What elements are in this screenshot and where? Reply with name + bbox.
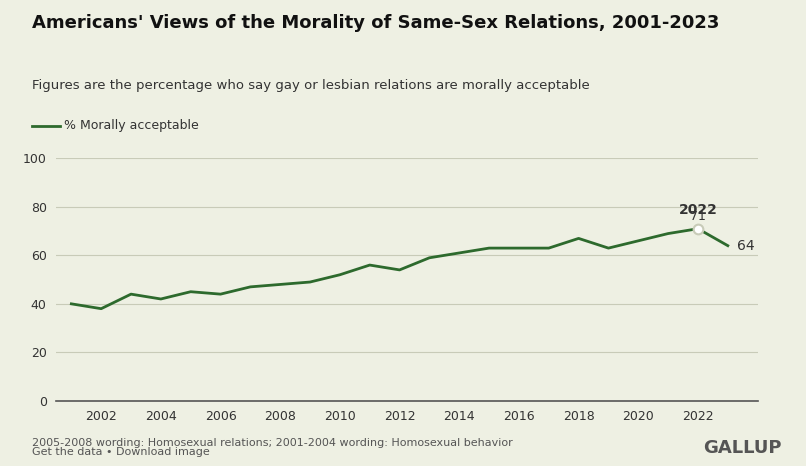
Text: Americans' Views of the Morality of Same-Sex Relations, 2001-2023: Americans' Views of the Morality of Same… — [32, 14, 720, 32]
Text: % Morally acceptable: % Morally acceptable — [64, 119, 199, 132]
Text: Figures are the percentage who say gay or lesbian relations are morally acceptab: Figures are the percentage who say gay o… — [32, 79, 590, 92]
Text: GALLUP: GALLUP — [704, 439, 782, 457]
Text: 71: 71 — [690, 210, 706, 223]
Text: 2005-2008 wording: Homosexual relations; 2001-2004 wording: Homosexual behavior: 2005-2008 wording: Homosexual relations;… — [32, 438, 513, 448]
Text: Get the data • Download image: Get the data • Download image — [32, 447, 210, 457]
Text: 64: 64 — [737, 239, 754, 253]
Text: 2022: 2022 — [679, 203, 717, 217]
